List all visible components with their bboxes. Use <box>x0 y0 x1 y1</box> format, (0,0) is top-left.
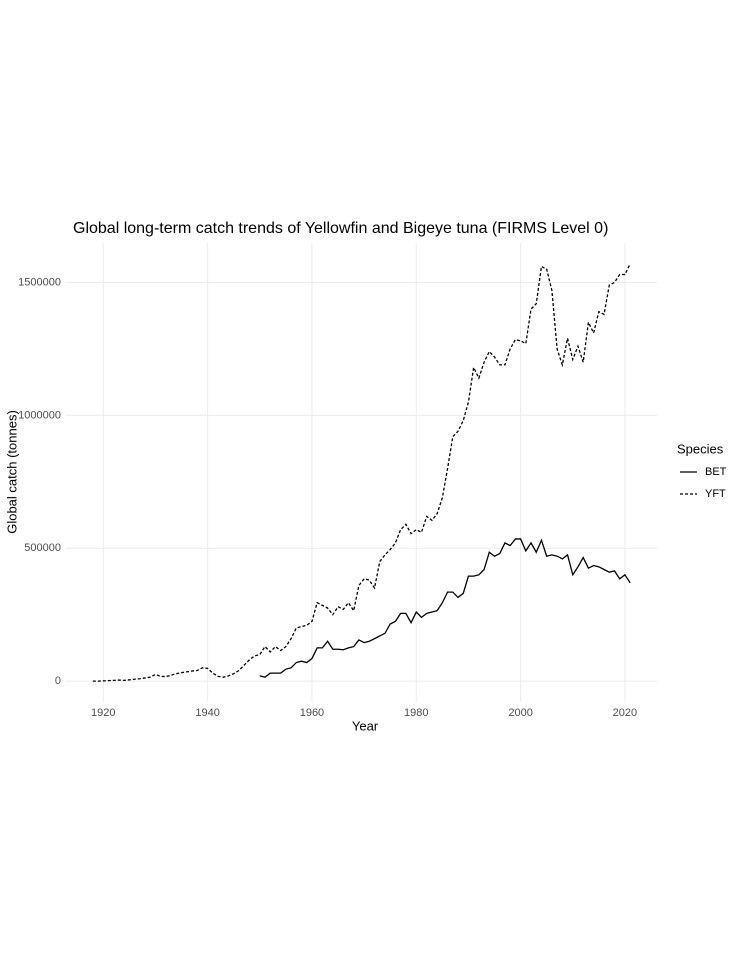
y-tick-label: 1500000 <box>18 276 61 288</box>
x-tick-label: 2020 <box>613 707 637 719</box>
series-line <box>92 263 631 682</box>
x-tick-label: 1980 <box>404 707 428 719</box>
x-tick-label: 2000 <box>508 707 532 719</box>
y-tick-label: 500000 <box>24 542 61 554</box>
x-axis-label: Year <box>352 718 379 733</box>
y-tick-label: 0 <box>55 675 61 687</box>
y-tick-label: 1000000 <box>18 409 61 421</box>
x-tick-label: 1960 <box>300 707 324 719</box>
grid <box>66 243 657 702</box>
y-axis-label: Global catch (tonnes) <box>4 410 19 534</box>
x-tick-label: 1940 <box>195 707 219 719</box>
legend-title: Species <box>677 441 724 456</box>
legend-label: BET <box>705 466 727 478</box>
x-tick-label: 1920 <box>91 707 115 719</box>
legend-label: YFT <box>705 488 726 500</box>
chart-title: Global long-term catch trends of Yellowf… <box>73 220 608 237</box>
series-line <box>259 538 631 678</box>
